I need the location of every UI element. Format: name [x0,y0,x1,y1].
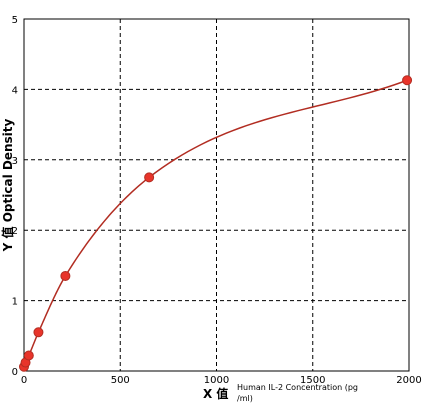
data-point [144,172,155,183]
x-tick-label: 0 [21,375,27,386]
x-axis-label-detail: Human IL-2 Concentration (pg [237,383,358,392]
x-tick-label: 500 [111,375,130,386]
fit-curve-layer [23,79,408,368]
data-point [23,350,34,361]
x-tick-label: 2000 [396,375,421,386]
data-points [19,75,413,372]
y-tick-label: 0 [12,367,18,378]
y-tick-label: 5 [12,15,18,26]
plot-frame [23,18,410,372]
x-tick-label: 1000 [204,375,229,386]
x-axis-label: X 值 [203,386,228,401]
fit-curve [23,79,408,368]
y-axis-label: Y 值 Optical Density [0,119,15,253]
x-axis-label-detail-unit: /ml) [237,394,253,403]
y-tick-label: 4 [12,85,18,96]
x-tick-label: 1500 [300,375,325,386]
y-tick-label: 1 [12,297,18,308]
grid [24,19,409,371]
ticks: 0 500 1000 1500 2000 0 1 2 3 4 5 [12,15,422,386]
y-tick-label: 2 [12,226,18,237]
data-point [402,75,413,86]
data-point [33,327,44,338]
y-tick-label: 3 [12,156,18,167]
data-point [60,270,71,281]
